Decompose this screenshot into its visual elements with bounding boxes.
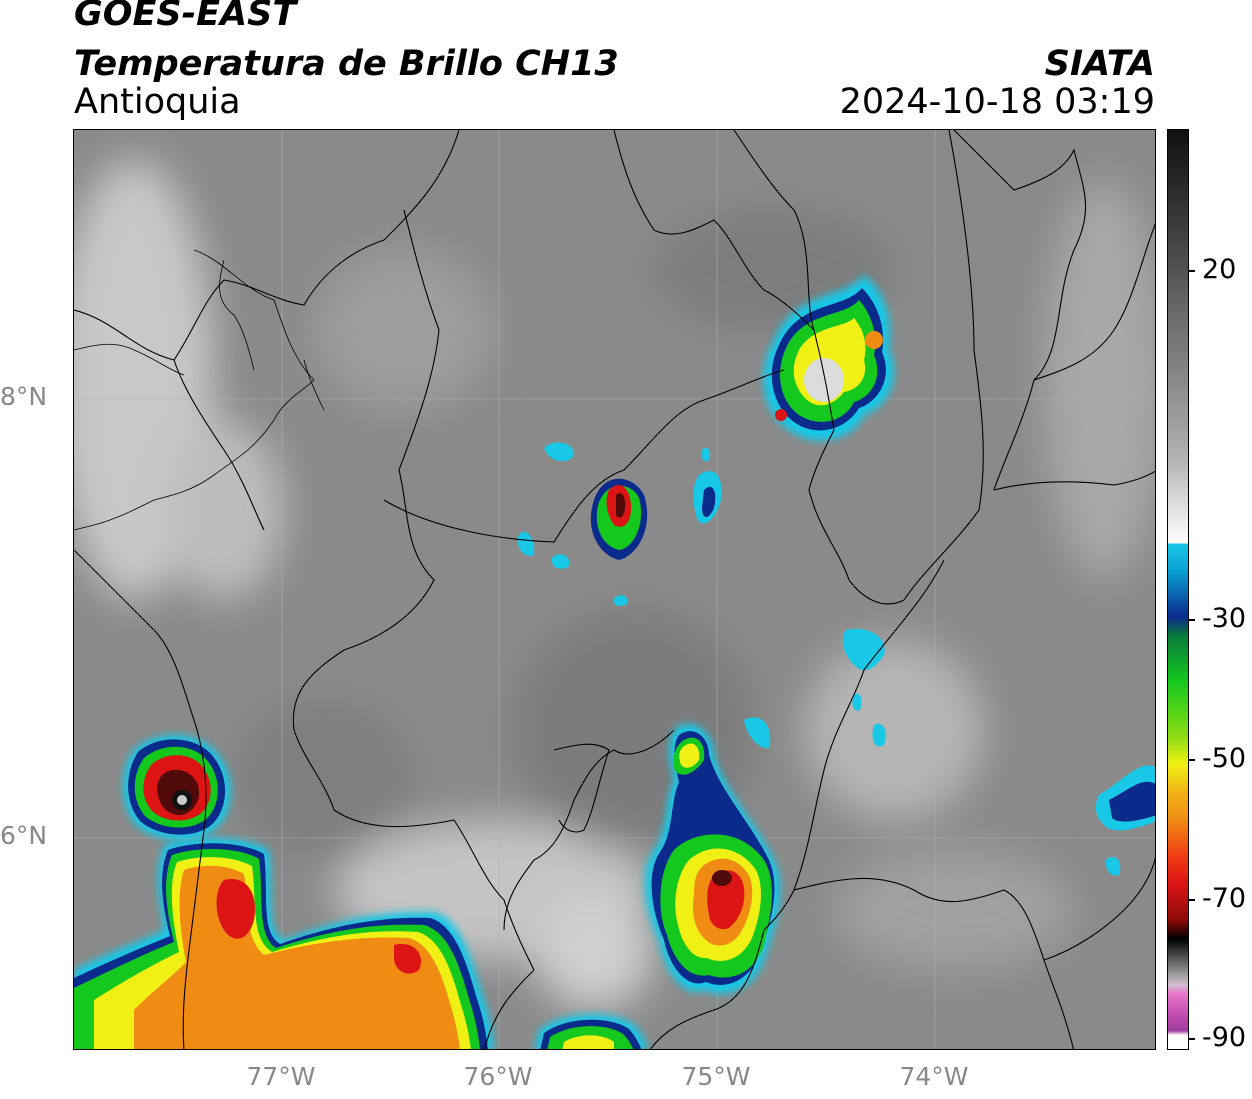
cbar-tick-m90 (1188, 1038, 1195, 1040)
satellite-map[interactable] (73, 129, 1156, 1050)
storm-cell-far-east (1095, 765, 1155, 876)
storm-cell-south-center (644, 724, 781, 994)
cbar-tick-m70 (1188, 899, 1195, 901)
organization-label: SIATA (1044, 44, 1155, 84)
product-title: Temperatura de Brillo CH13 (74, 44, 619, 84)
storm-cell-bottom-center (534, 1014, 649, 1049)
cloud-texture (74, 160, 1155, 1010)
storm-cell-south-west-large (74, 838, 494, 1049)
cbar-label-m50: -50 (1202, 743, 1247, 774)
region-label: Antioquia (74, 82, 241, 122)
lat-label-6n: 6°N (0, 821, 48, 850)
storm-cell-east-small (744, 628, 886, 749)
map-canvas (74, 130, 1155, 1049)
cbar-label-m70: -70 (1202, 883, 1247, 914)
colorbar (1167, 129, 1189, 1050)
cbar-label-m90: -90 (1202, 1022, 1247, 1053)
storm-cell-northeast (763, 275, 895, 441)
lon-label-75w: 75°W (681, 1062, 751, 1091)
lon-label-74w: 74°W (899, 1062, 969, 1091)
coastline (74, 249, 325, 531)
cbar-label-m30: -30 (1202, 603, 1247, 634)
storm-cell-center (517, 442, 722, 606)
cbar-label-20: 20 (1202, 254, 1237, 285)
cbar-tick-m50 (1188, 759, 1195, 761)
boundaries (74, 130, 1155, 1049)
satellite-title: GOES-EAST (74, 0, 297, 34)
timestamp-label: 2024-10-18 03:19 (839, 82, 1155, 122)
lat-label-8n: 8°N (0, 382, 48, 411)
cbar-tick-20 (1188, 270, 1195, 272)
lon-label-77w: 77°W (246, 1062, 316, 1091)
lon-label-76w: 76°W (463, 1062, 533, 1091)
cbar-tick-m30 (1188, 619, 1195, 621)
